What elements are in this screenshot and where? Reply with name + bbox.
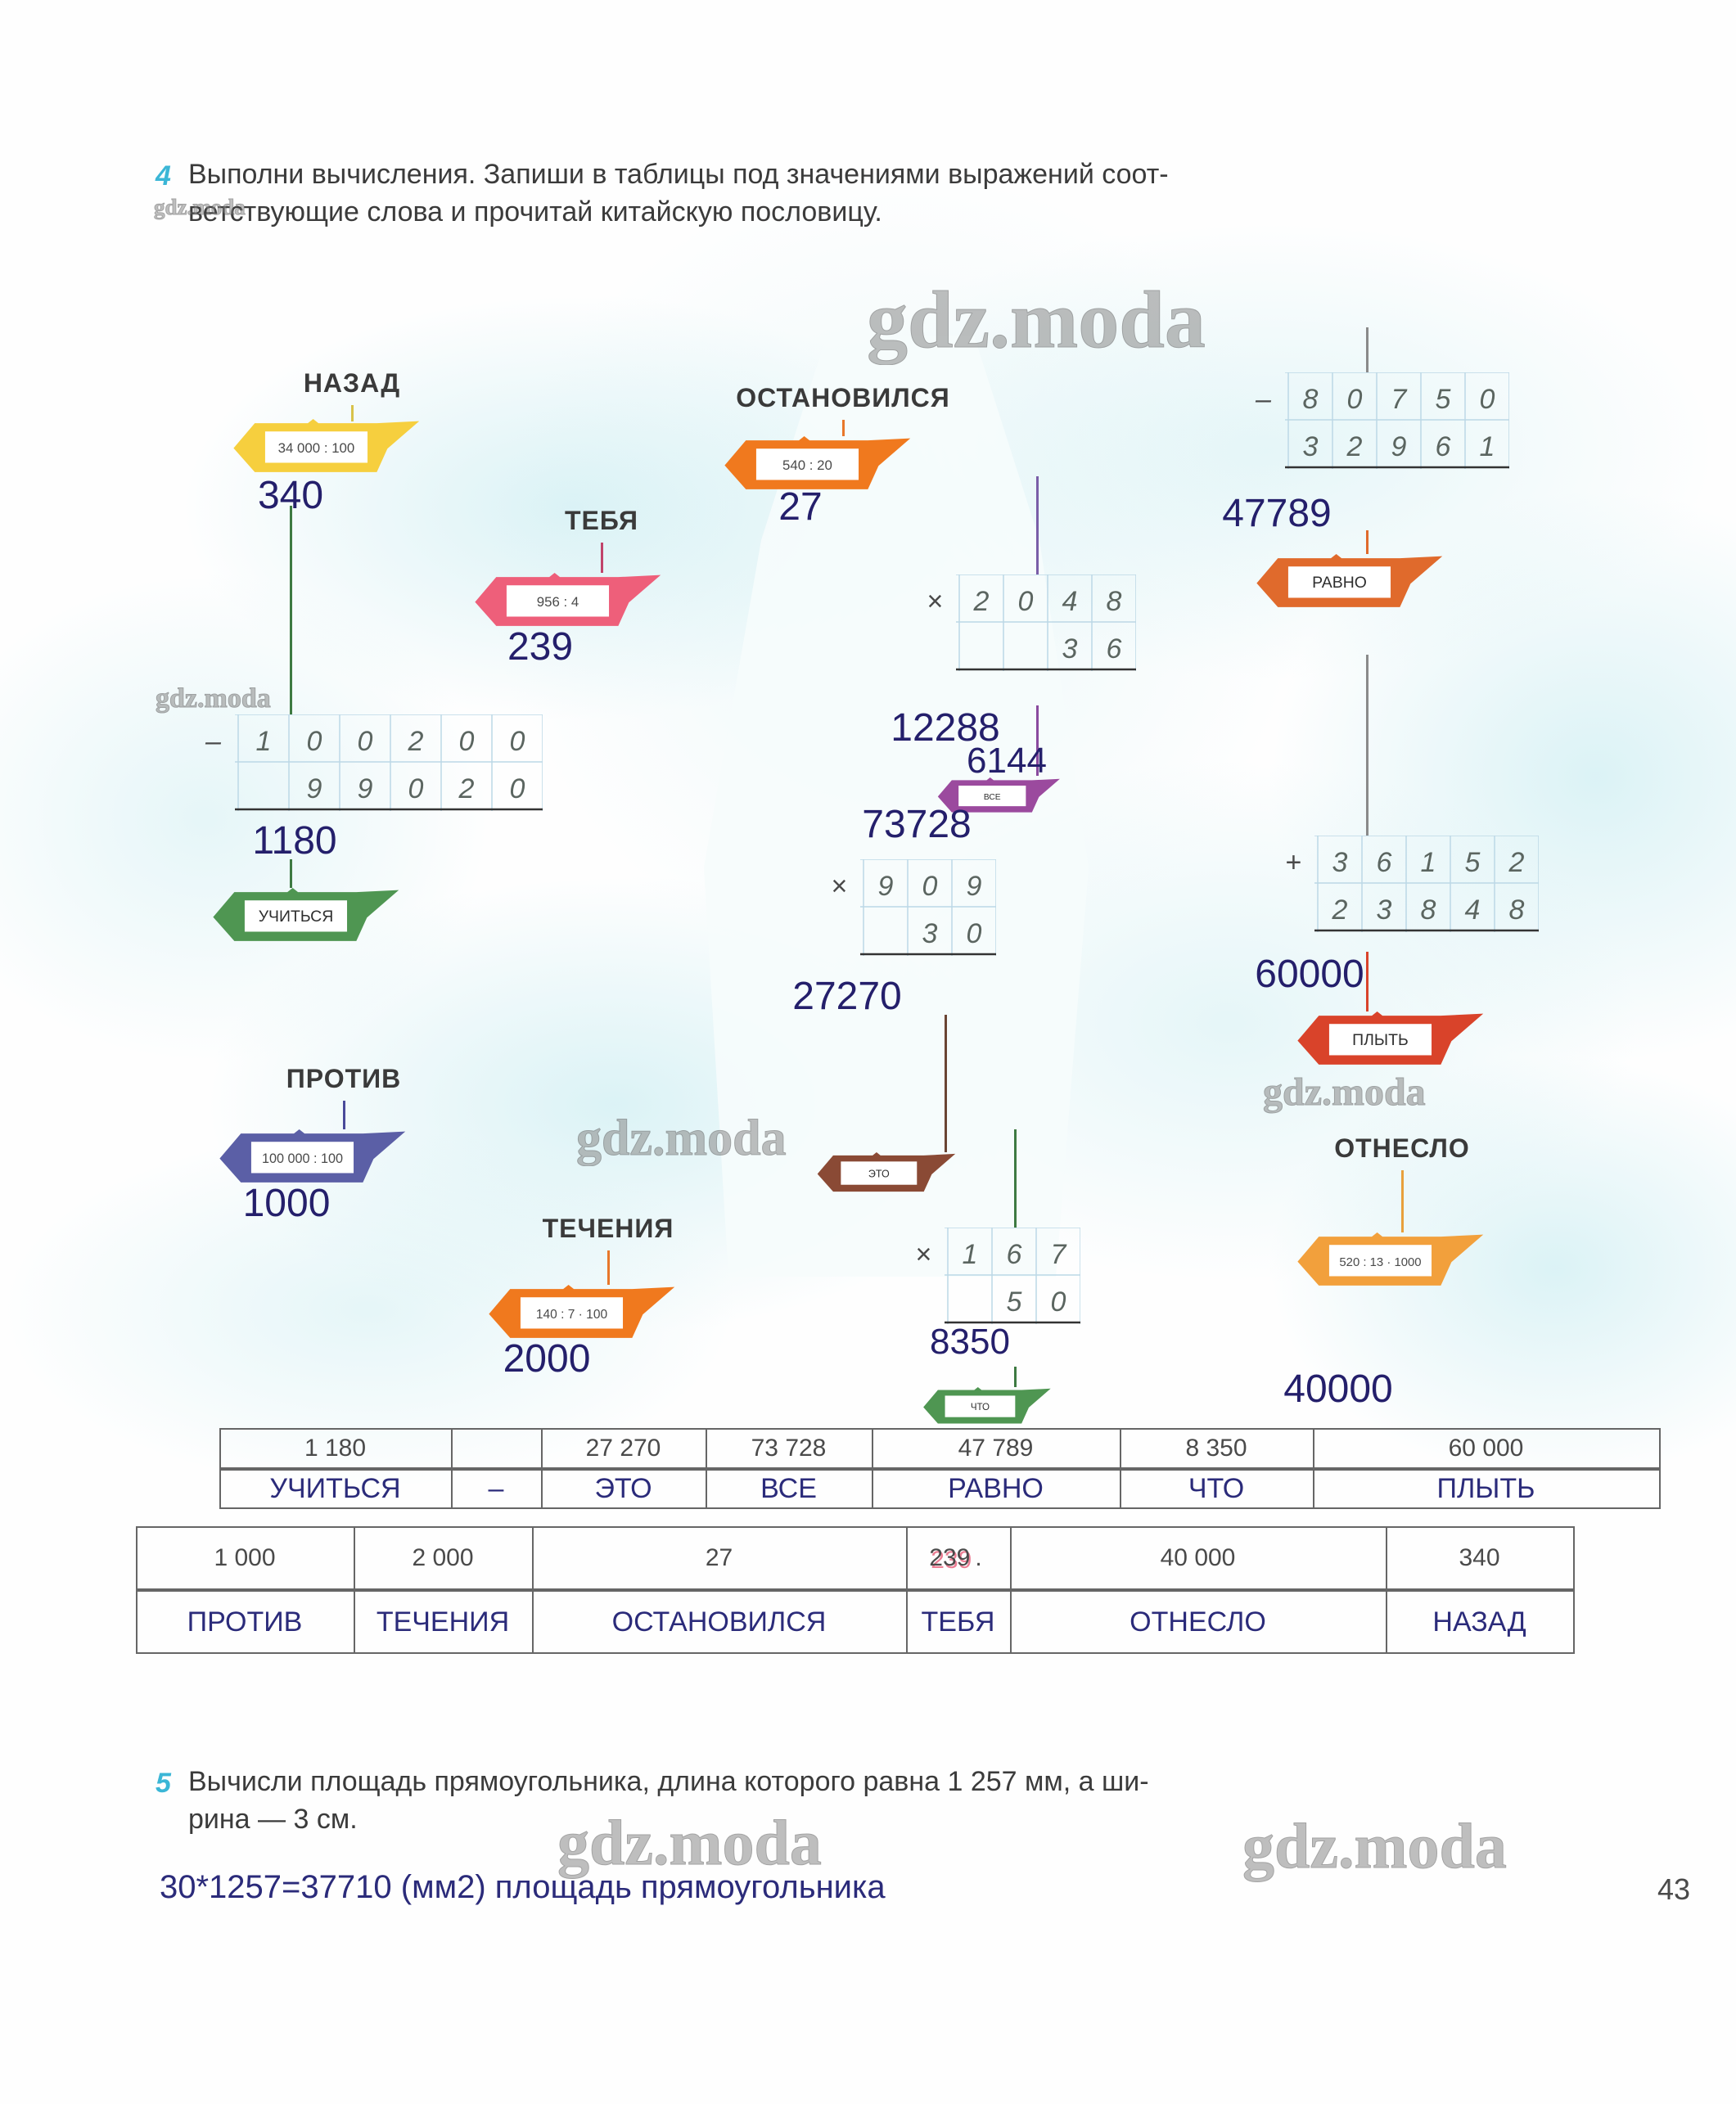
svg-text:9: 9 (967, 871, 982, 902)
svg-text:0: 0 (408, 773, 424, 804)
svg-text:34 000 : 100: 34 000 : 100 (278, 440, 355, 456)
svg-text:1: 1 (1421, 847, 1436, 878)
svg-text:6: 6 (1107, 633, 1122, 665)
svg-text:0: 0 (1051, 1286, 1066, 1318)
svg-text:0: 0 (510, 726, 525, 757)
svg-text:4: 4 (1062, 586, 1078, 617)
svg-text:ПЛЫТЬ: ПЛЫТЬ (1352, 1031, 1409, 1049)
svg-text:2: 2 (1346, 431, 1363, 462)
svg-text:540 : 20: 540 : 20 (782, 457, 832, 473)
svg-text:+: + (1285, 847, 1301, 878)
svg-text:3: 3 (1377, 894, 1392, 926)
svg-text:1: 1 (256, 726, 272, 757)
svg-text:0: 0 (358, 726, 373, 757)
svg-text:0: 0 (510, 773, 525, 804)
svg-text:0: 0 (459, 726, 475, 757)
svg-text:7: 7 (1051, 1239, 1067, 1270)
svg-text:ЭТО: ЭТО (868, 1168, 890, 1179)
svg-text:0: 0 (967, 918, 982, 949)
svg-text:×: × (831, 871, 847, 902)
svg-text:–: – (205, 726, 222, 757)
svg-text:РАВНО: РАВНО (1312, 574, 1367, 592)
svg-text:×: × (915, 1239, 931, 1270)
svg-text:8: 8 (1303, 384, 1319, 415)
svg-text:3: 3 (1303, 431, 1319, 462)
svg-text:ВСЕ: ВСЕ (984, 793, 1001, 802)
svg-text:8: 8 (1421, 894, 1436, 926)
svg-text:7: 7 (1391, 384, 1408, 415)
svg-text:2: 2 (408, 726, 424, 757)
svg-text:5: 5 (1436, 384, 1451, 415)
svg-text:4: 4 (1465, 894, 1481, 926)
svg-text:3: 3 (922, 918, 938, 949)
svg-text:0: 0 (1347, 384, 1363, 415)
svg-text:9: 9 (878, 871, 894, 902)
svg-text:×: × (927, 586, 943, 617)
svg-text:956 : 4: 956 : 4 (537, 594, 579, 610)
svg-text:9: 9 (307, 773, 322, 804)
svg-text:520 : 13 · 1000: 520 : 13 · 1000 (1339, 1256, 1421, 1269)
svg-text:1: 1 (1480, 431, 1495, 462)
svg-text:0: 0 (307, 726, 322, 757)
svg-text:5: 5 (1007, 1286, 1022, 1318)
svg-text:100 000 : 100: 100 000 : 100 (262, 1151, 343, 1166)
svg-text:5: 5 (1465, 847, 1481, 878)
svg-text:140 : 7 · 100: 140 : 7 · 100 (536, 1308, 608, 1322)
svg-text:ЧТО: ЧТО (971, 1403, 990, 1412)
svg-text:2: 2 (1332, 894, 1348, 926)
svg-text:3: 3 (1332, 847, 1348, 878)
svg-text:2: 2 (1508, 847, 1525, 878)
svg-text:3: 3 (1062, 633, 1078, 665)
svg-text:0: 0 (1018, 586, 1034, 617)
svg-text:–: – (1255, 384, 1272, 415)
svg-text:0: 0 (922, 871, 938, 902)
svg-text:6: 6 (1007, 1239, 1022, 1270)
svg-text:6: 6 (1377, 847, 1392, 878)
svg-text:9: 9 (1391, 431, 1407, 462)
svg-text:6: 6 (1436, 431, 1451, 462)
svg-text:0: 0 (1480, 384, 1495, 415)
svg-text:УЧИТЬСЯ: УЧИТЬСЯ (259, 908, 334, 926)
svg-text:8: 8 (1107, 586, 1122, 617)
svg-text:2: 2 (458, 773, 475, 804)
svg-text:1: 1 (963, 1239, 978, 1270)
svg-text:2: 2 (973, 586, 990, 617)
svg-text:8: 8 (1509, 894, 1525, 926)
svg-text:9: 9 (358, 773, 373, 804)
